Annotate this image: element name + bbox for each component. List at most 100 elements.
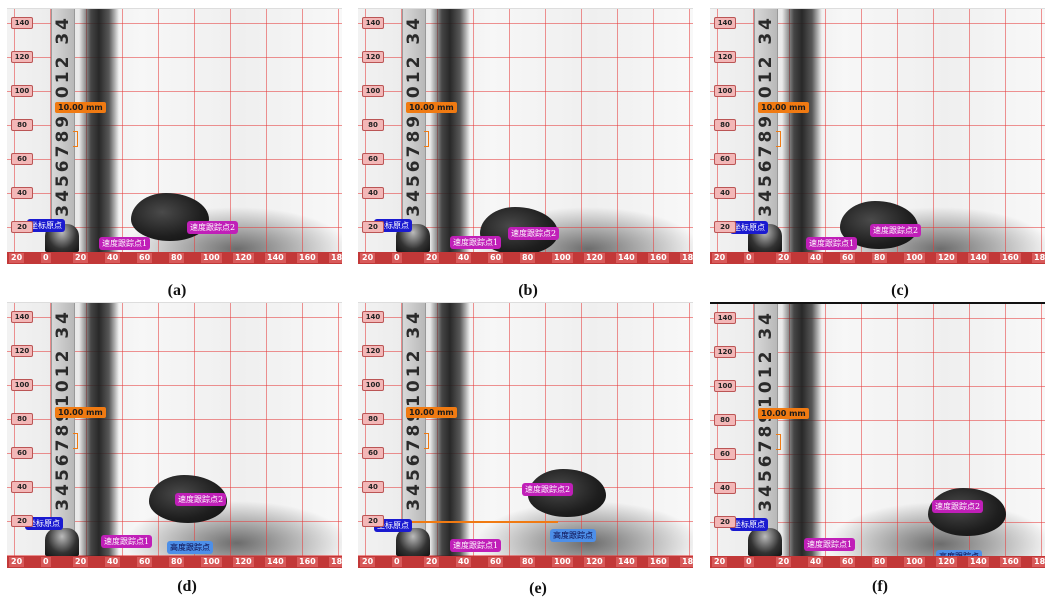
y-axis-tick: 120 (714, 346, 736, 358)
y-axis-tick: 80 (11, 413, 33, 425)
x-axis-tick: 20 (360, 253, 376, 263)
x-axis-tick: 80 (169, 557, 185, 567)
grid-line-vertical (545, 9, 546, 264)
y-axis-tick: 100 (362, 379, 384, 391)
grid-line-horizontal (710, 91, 1045, 92)
vertical-pole (430, 303, 470, 568)
dropping-device (748, 528, 782, 556)
grid-line-horizontal (7, 159, 342, 160)
x-axis-tick: 18 (329, 557, 342, 567)
grid-line-vertical (14, 303, 15, 568)
grid-line-vertical (338, 303, 339, 568)
x-axis-tick: 100 (201, 557, 222, 567)
grid-line-vertical (401, 9, 402, 264)
speed-tracker-1-tag: 速度跟踪点1 (450, 236, 502, 249)
y-axis-tick: 60 (362, 447, 384, 459)
x-axis-tick: 140 (265, 253, 286, 263)
coord-origin-tag: 坐标原点 (730, 221, 768, 234)
grid-line-vertical (509, 303, 510, 568)
x-axis-tick: 0 (41, 557, 51, 567)
grid-line-horizontal (358, 351, 693, 352)
caption-a: (a) (167, 282, 187, 299)
grid-line-horizontal (358, 91, 693, 92)
y-axis-tick: 140 (362, 311, 384, 323)
y-axis-tick: 60 (11, 447, 33, 459)
grid-line-vertical (365, 9, 366, 264)
y-axis-tick: 120 (11, 51, 33, 63)
grid-line-vertical (825, 9, 826, 264)
x-axis-tick: 60 (840, 253, 856, 263)
y-axis-tick: 100 (11, 379, 33, 391)
grid-line-vertical (14, 9, 15, 264)
grid-line-vertical (122, 303, 123, 568)
x-axis-tick: 80 (520, 253, 536, 263)
grid-line-vertical (473, 303, 474, 568)
y-axis-tick: 120 (362, 345, 384, 357)
x-axis-tick: 100 (904, 557, 925, 567)
x-axis-tick: 140 (616, 557, 637, 567)
y-axis-tick: 100 (362, 85, 384, 97)
y-axis-tick: 40 (11, 187, 33, 199)
ruler (754, 9, 778, 252)
scale-bracket (776, 434, 781, 450)
grid-line-vertical (230, 9, 231, 264)
x-axis-tick: 80 (169, 253, 185, 263)
scale-bracket (73, 433, 78, 449)
scale-bracket (73, 131, 78, 147)
grid-line-horizontal (710, 454, 1045, 455)
grid-line-vertical (158, 303, 159, 568)
x-axis-tick: 0 (392, 253, 402, 263)
x-axis-tick: 160 (648, 557, 669, 567)
ruler (51, 303, 75, 556)
y-axis-tick: 20 (362, 221, 384, 233)
panel-d-image: 34567891012 34 10.00 mm 坐标原点 速度跟踪点1 速度跟踪… (7, 302, 342, 568)
x-axis-tick: 40 (105, 557, 121, 567)
ruler (51, 9, 75, 252)
y-axis-tick: 100 (714, 85, 736, 97)
grid-line-horizontal (358, 57, 693, 58)
grid-line-horizontal (710, 420, 1045, 421)
speed-tracker-2-tag: 速度跟踪点2 (508, 227, 560, 240)
y-axis-tick: 140 (362, 17, 384, 29)
speed-tracker-1-tag: 速度跟踪点1 (101, 535, 153, 548)
grid-line-horizontal (7, 555, 342, 556)
x-axis-tick: 18 (1032, 253, 1045, 263)
x-axis-tick: 20 (712, 253, 728, 263)
grid-line-vertical (689, 9, 690, 264)
grid-line-vertical (653, 303, 654, 568)
vertical-pole (782, 304, 822, 568)
grid-line-vertical (861, 304, 862, 568)
y-axis-tick: 100 (11, 85, 33, 97)
dropping-device (396, 528, 430, 556)
scale-label: 10.00 mm (758, 102, 809, 113)
y-axis-tick: 120 (11, 345, 33, 357)
ruler-digits: 34567891012 34 (756, 15, 776, 217)
grid-line-vertical (581, 9, 582, 264)
x-axis-tick: 40 (456, 253, 472, 263)
x-axis-tick: 0 (744, 253, 754, 263)
ruler-digits: 34567891012 34 (53, 15, 73, 217)
grid-line-vertical (861, 9, 862, 264)
grid-line-horizontal (710, 488, 1045, 489)
x-axis-tick: 100 (904, 253, 925, 263)
panel-e-image: 34567891012 34 10.00 mm 坐标原点 速度跟踪点1 速度跟踪… (358, 302, 693, 568)
grid-line-horizontal (7, 125, 342, 126)
y-axis-tick: 140 (714, 312, 736, 324)
x-axis-tick: 160 (297, 557, 318, 567)
y-axis-tick: 120 (714, 51, 736, 63)
scale-label: 10.00 mm (406, 102, 457, 113)
x-axis-tick: 140 (968, 557, 989, 567)
y-axis-tick: 100 (714, 380, 736, 392)
ruler (402, 9, 426, 252)
speed-tracker-1-tag: 速度跟踪点1 (99, 237, 151, 250)
grid-line-horizontal (710, 318, 1045, 319)
grid-line-vertical (473, 9, 474, 264)
x-axis-tick: 0 (744, 557, 754, 567)
grid-line-horizontal (710, 193, 1045, 194)
x-axis-tick: 80 (872, 253, 888, 263)
panel-c-image: 34567891012 34 10.00 mm 坐标原点 速度跟踪点1 速度跟踪… (710, 8, 1045, 264)
grid-line-vertical (581, 303, 582, 568)
grid-line-horizontal (710, 159, 1045, 160)
x-axis-tick: 20 (9, 253, 25, 263)
grid-line-vertical (969, 9, 970, 264)
